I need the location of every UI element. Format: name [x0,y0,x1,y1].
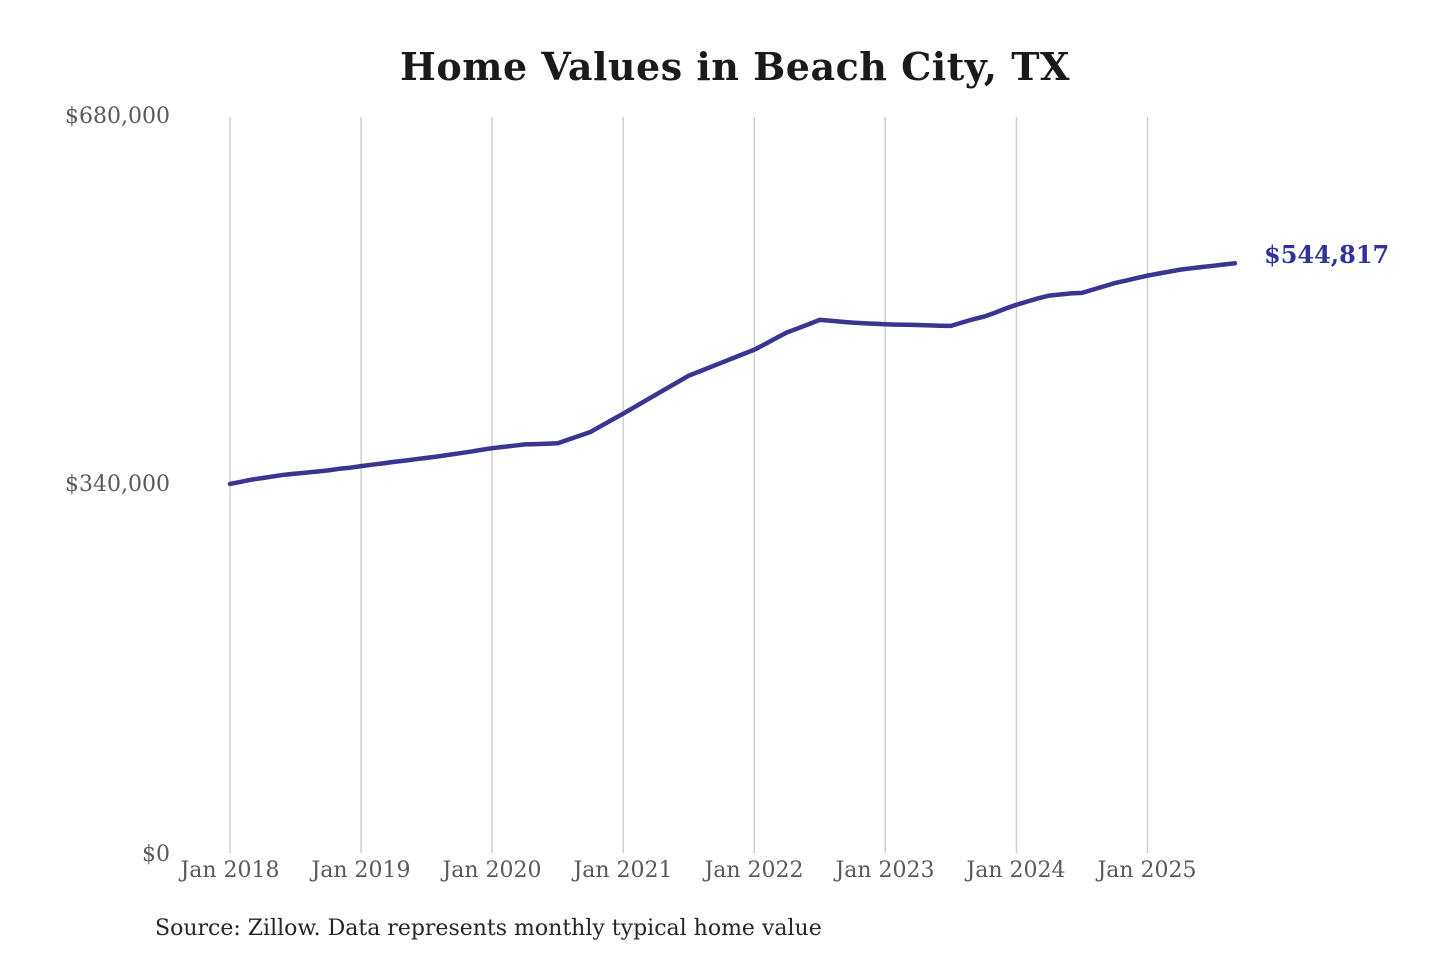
chart-title: Home Values in Beach City, TX [400,44,1070,89]
y-axis-label-340000: $340,000 [65,472,170,497]
x-axis-label-jan-2018: Jan 2018 [180,858,280,883]
y-axis-label-680000: $680,000 [65,104,170,129]
end-value-label: $544,817 [1264,240,1390,269]
x-axis-label-jan-2019: Jan 2019 [311,858,411,883]
x-axis-label-jan-2023: Jan 2023 [835,858,935,883]
x-axis-label-jan-2021: Jan 2021 [573,858,673,883]
x-axis-label-jan-2024: Jan 2024 [966,858,1066,883]
y-axis-label-0: $0 [142,842,170,867]
x-axis-label-jan-2020: Jan 2020 [442,858,542,883]
series-line [227,261,1238,487]
source-note: Source: Zillow. Data represents monthly … [155,916,822,941]
x-axis-label-jan-2025: Jan 2025 [1097,858,1197,883]
x-axis-label-jan-2022: Jan 2022 [704,858,804,883]
